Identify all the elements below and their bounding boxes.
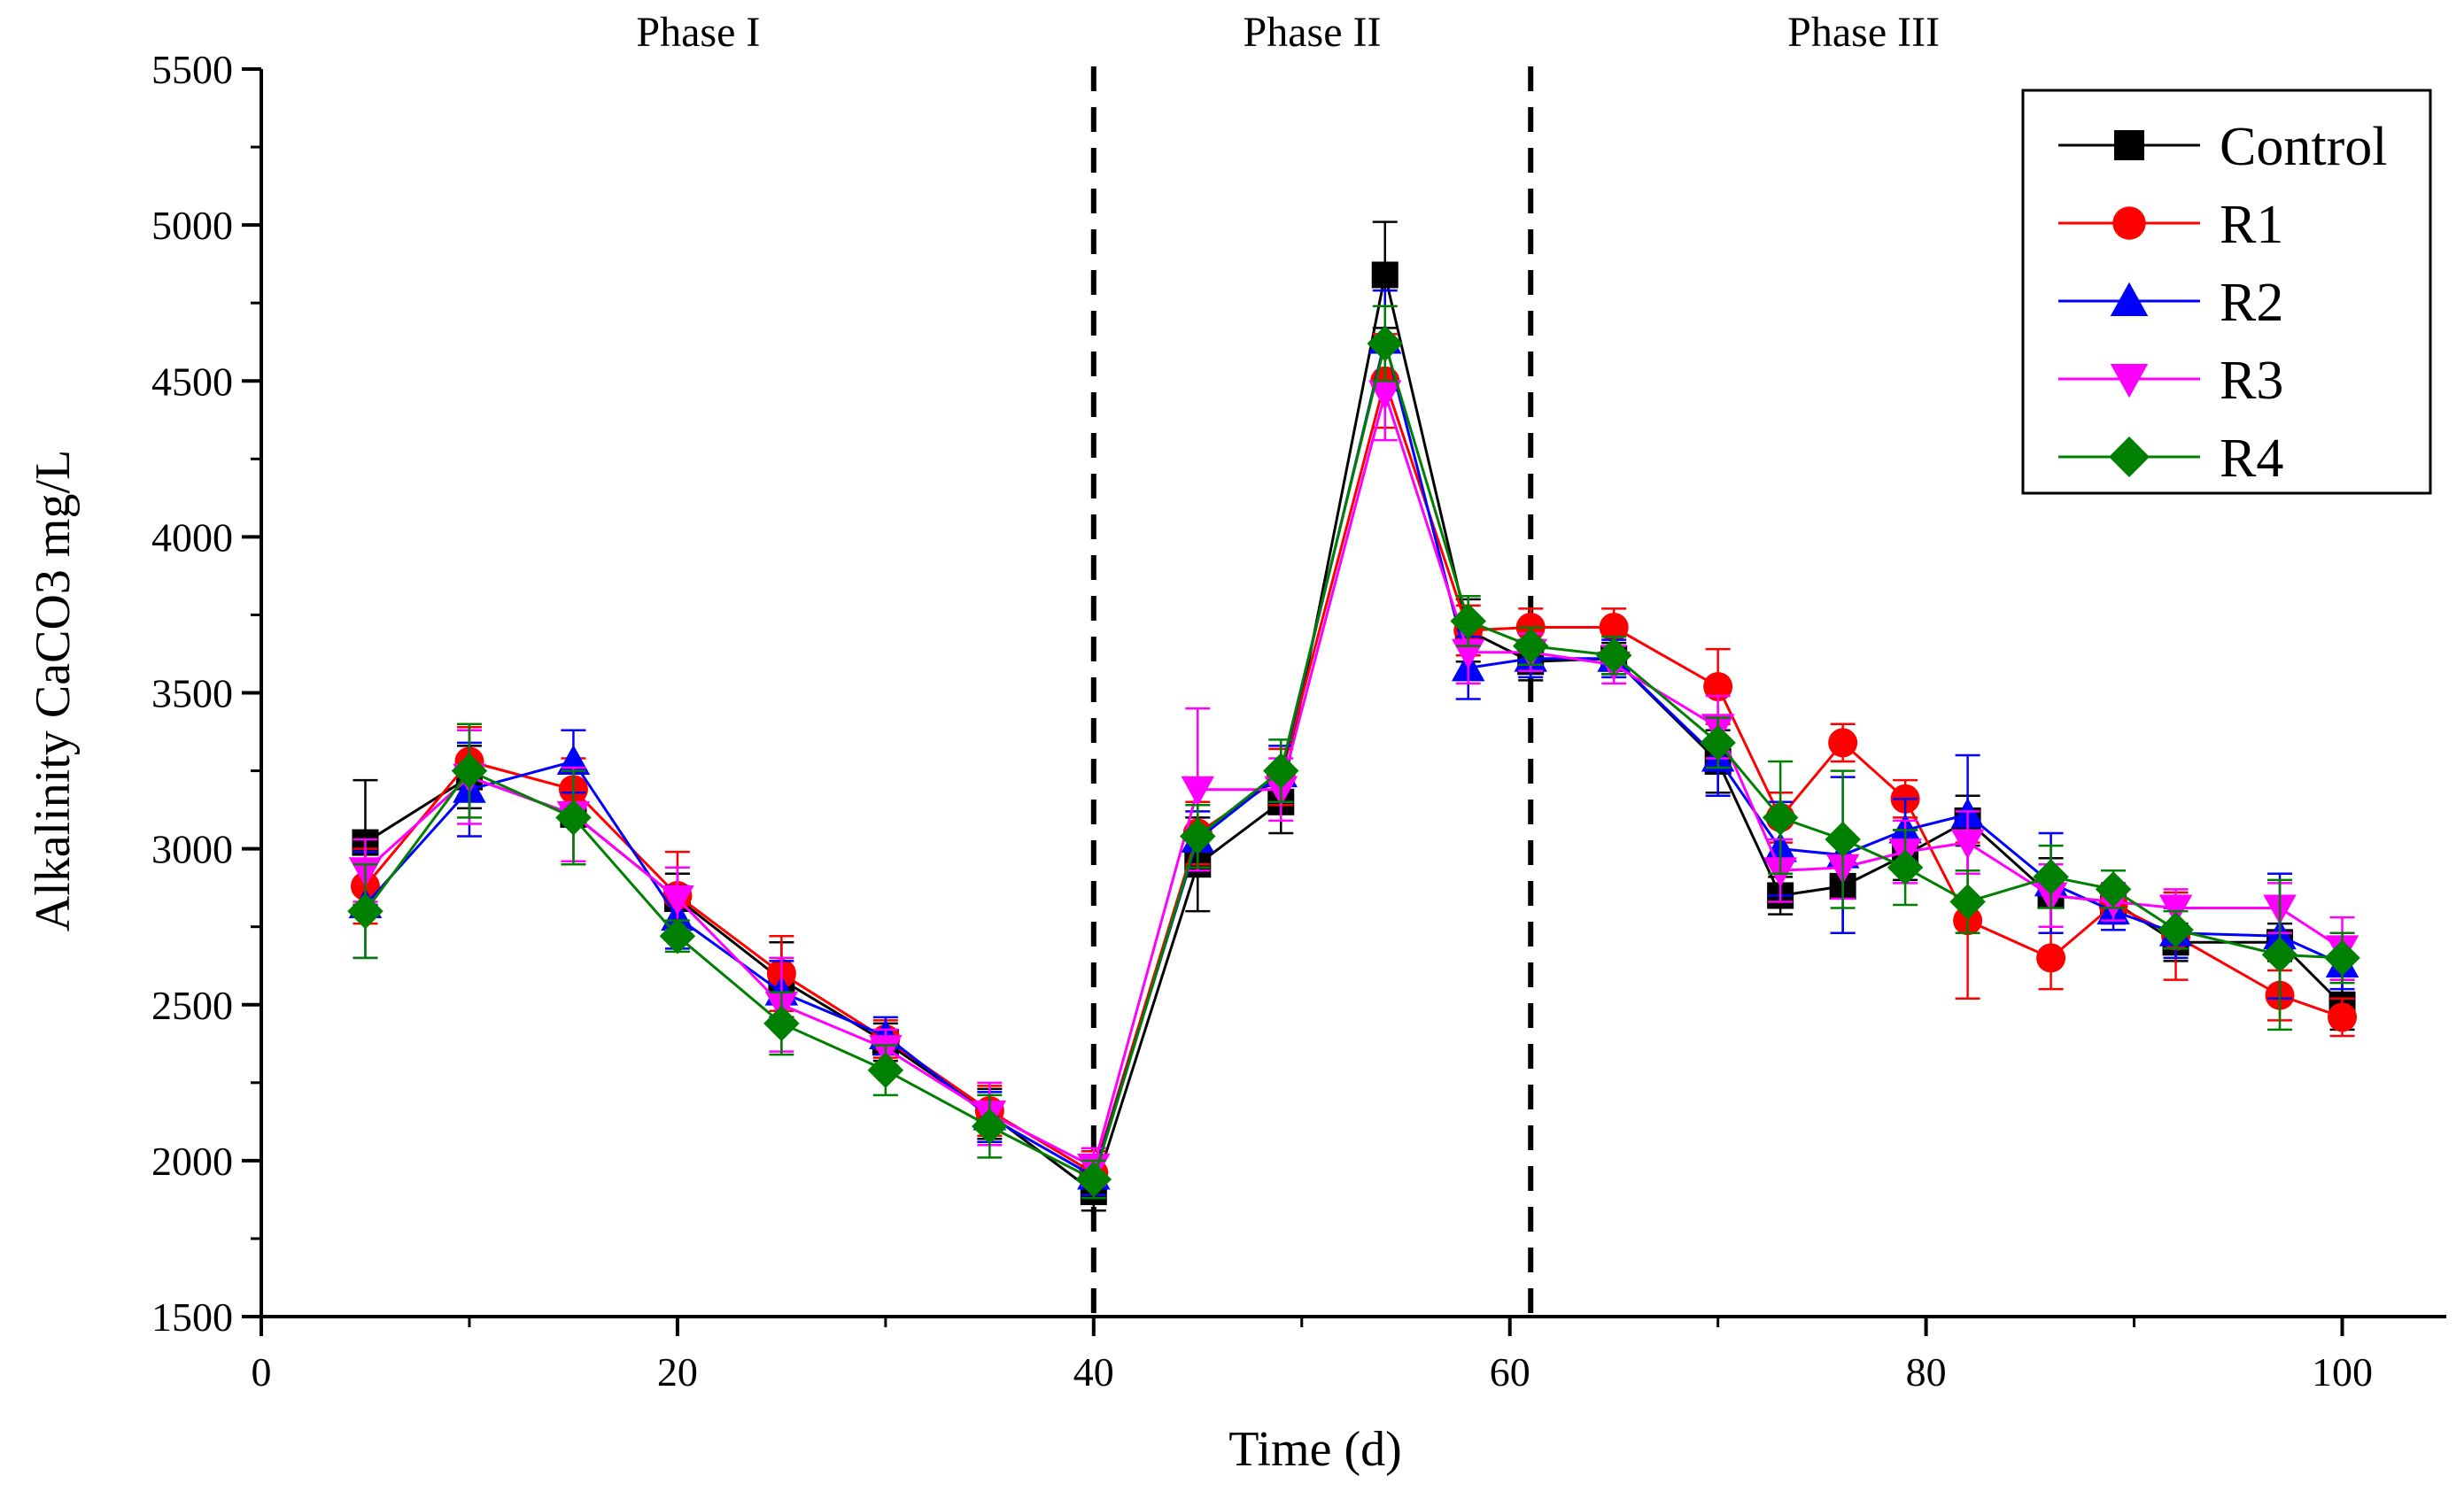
legend-label: Control: [2220, 117, 2387, 177]
data-point-diamond: [555, 800, 592, 836]
data-point-triangle-down: [1181, 776, 1215, 807]
x-tick-label: 20: [657, 1349, 698, 1395]
data-point-diamond: [2033, 859, 2069, 895]
phase-dividers: Phase I Phase II Phase III: [636, 9, 1940, 1317]
y-tick-label: 2500: [151, 983, 233, 1028]
data-point-diamond: [867, 1052, 904, 1088]
data-point-circle: [1703, 671, 1733, 701]
data-point-diamond: [1700, 724, 1736, 761]
data-point-circle: [1599, 613, 1629, 643]
data-point-diamond: [1595, 637, 1632, 674]
data-point-diamond: [1075, 1161, 1112, 1198]
series-line: [364, 388, 2344, 1170]
legend-item-r3: R3: [2058, 351, 2283, 411]
legend-label: R1: [2220, 195, 2283, 255]
data-point-diamond: [451, 753, 488, 789]
data-point-triangle-down: [1950, 829, 1985, 860]
data-point-diamond: [2324, 939, 2360, 977]
y-axis-title: Alkalinity CaCO3 mg/L: [26, 450, 81, 931]
y-tick-label: 4000: [151, 514, 233, 560]
data-point-diamond: [1512, 628, 1549, 664]
y-tick-label: 5000: [151, 203, 233, 248]
data-point-diamond: [1825, 821, 1861, 858]
data-point-diamond: [1887, 849, 1924, 886]
y-tick-label: 3500: [151, 671, 233, 716]
legend-item-r1: R1: [2058, 195, 2283, 255]
data-point-square: [2114, 130, 2144, 160]
data-point-triangle-down: [1368, 380, 1402, 411]
data-point-diamond: [2261, 937, 2298, 973]
x-tick-label: 80: [1906, 1349, 1947, 1395]
data-point-diamond: [2095, 871, 2132, 908]
data-point-diamond: [1367, 325, 1403, 362]
x-tick-label: 100: [2312, 1349, 2373, 1395]
series-r4: [347, 305, 2360, 1200]
data-point-diamond: [2158, 911, 2194, 948]
y-tick-label: 1500: [151, 1294, 233, 1340]
data-point-diamond: [763, 1005, 800, 1042]
data-point-triangle-up: [2110, 282, 2149, 316]
x-tick-label: 60: [1490, 1349, 1530, 1395]
data-point-triangle-down: [2158, 894, 2193, 925]
data-point-diamond: [1450, 603, 1486, 639]
data-point-diamond: [1263, 753, 1299, 789]
legend-label: R3: [2220, 351, 2283, 411]
phase-label: Phase III: [1787, 9, 1940, 56]
x-axis-title: Time (d): [1228, 1422, 1402, 1477]
legend-item-r4: R4: [2058, 429, 2283, 489]
phase-label: Phase I: [636, 9, 760, 56]
legend-item-r2: R2: [2058, 273, 2283, 333]
legend: Control R1 R2 R3 R4: [2021, 89, 2432, 495]
y-tick-label: 5500: [151, 47, 233, 92]
y-tick-label: 3000: [151, 827, 233, 872]
legend-box: [2021, 89, 2432, 495]
data-point-circle: [1828, 728, 1858, 758]
data-point-circle: [2112, 206, 2146, 240]
y-tick-label: 4500: [151, 359, 233, 404]
data-point-diamond: [1762, 800, 1799, 836]
data-series: [347, 220, 2360, 1212]
data-point-diamond: [659, 918, 696, 954]
legend-item-control: Control: [2058, 117, 2387, 177]
axes: 0 20 40 60 80 100 1500 2000 2500 3000 3500 4000 4500…: [151, 47, 2446, 1395]
x-tick-label: 40: [1073, 1349, 1114, 1395]
y-tick-label: 2000: [151, 1139, 233, 1184]
legend-label: R4: [2220, 429, 2283, 489]
phase-label: Phase II: [1244, 9, 1382, 56]
data-point-triangle-down: [661, 885, 694, 916]
data-point-square: [1371, 261, 1399, 289]
x-tick-label: 0: [252, 1349, 272, 1395]
data-point-circle: [2328, 1002, 2358, 1032]
legend-label: R2: [2220, 273, 2283, 333]
data-point-diamond: [1180, 818, 1216, 854]
data-point-diamond: [2109, 437, 2150, 477]
data-point-diamond: [972, 1108, 1008, 1145]
data-point-triangle-down: [2110, 364, 2149, 398]
data-point-diamond: [1949, 884, 1986, 920]
data-point-circle: [2036, 943, 2066, 973]
data-point-diamond: [347, 892, 384, 930]
